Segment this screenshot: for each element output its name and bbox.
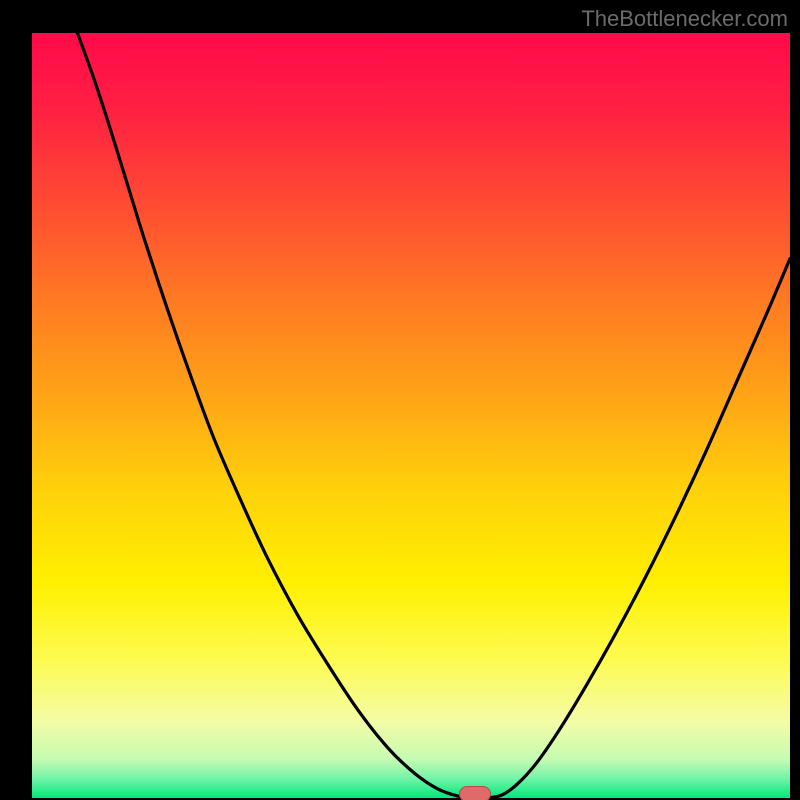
optimum-marker [459, 786, 491, 800]
plot-area [32, 33, 790, 798]
bottleneck-curve [77, 33, 790, 798]
watermark-text: TheBottlenecker.com [581, 6, 788, 32]
chart-stage: TheBottlenecker.com [0, 0, 800, 800]
curve-layer [32, 33, 790, 798]
